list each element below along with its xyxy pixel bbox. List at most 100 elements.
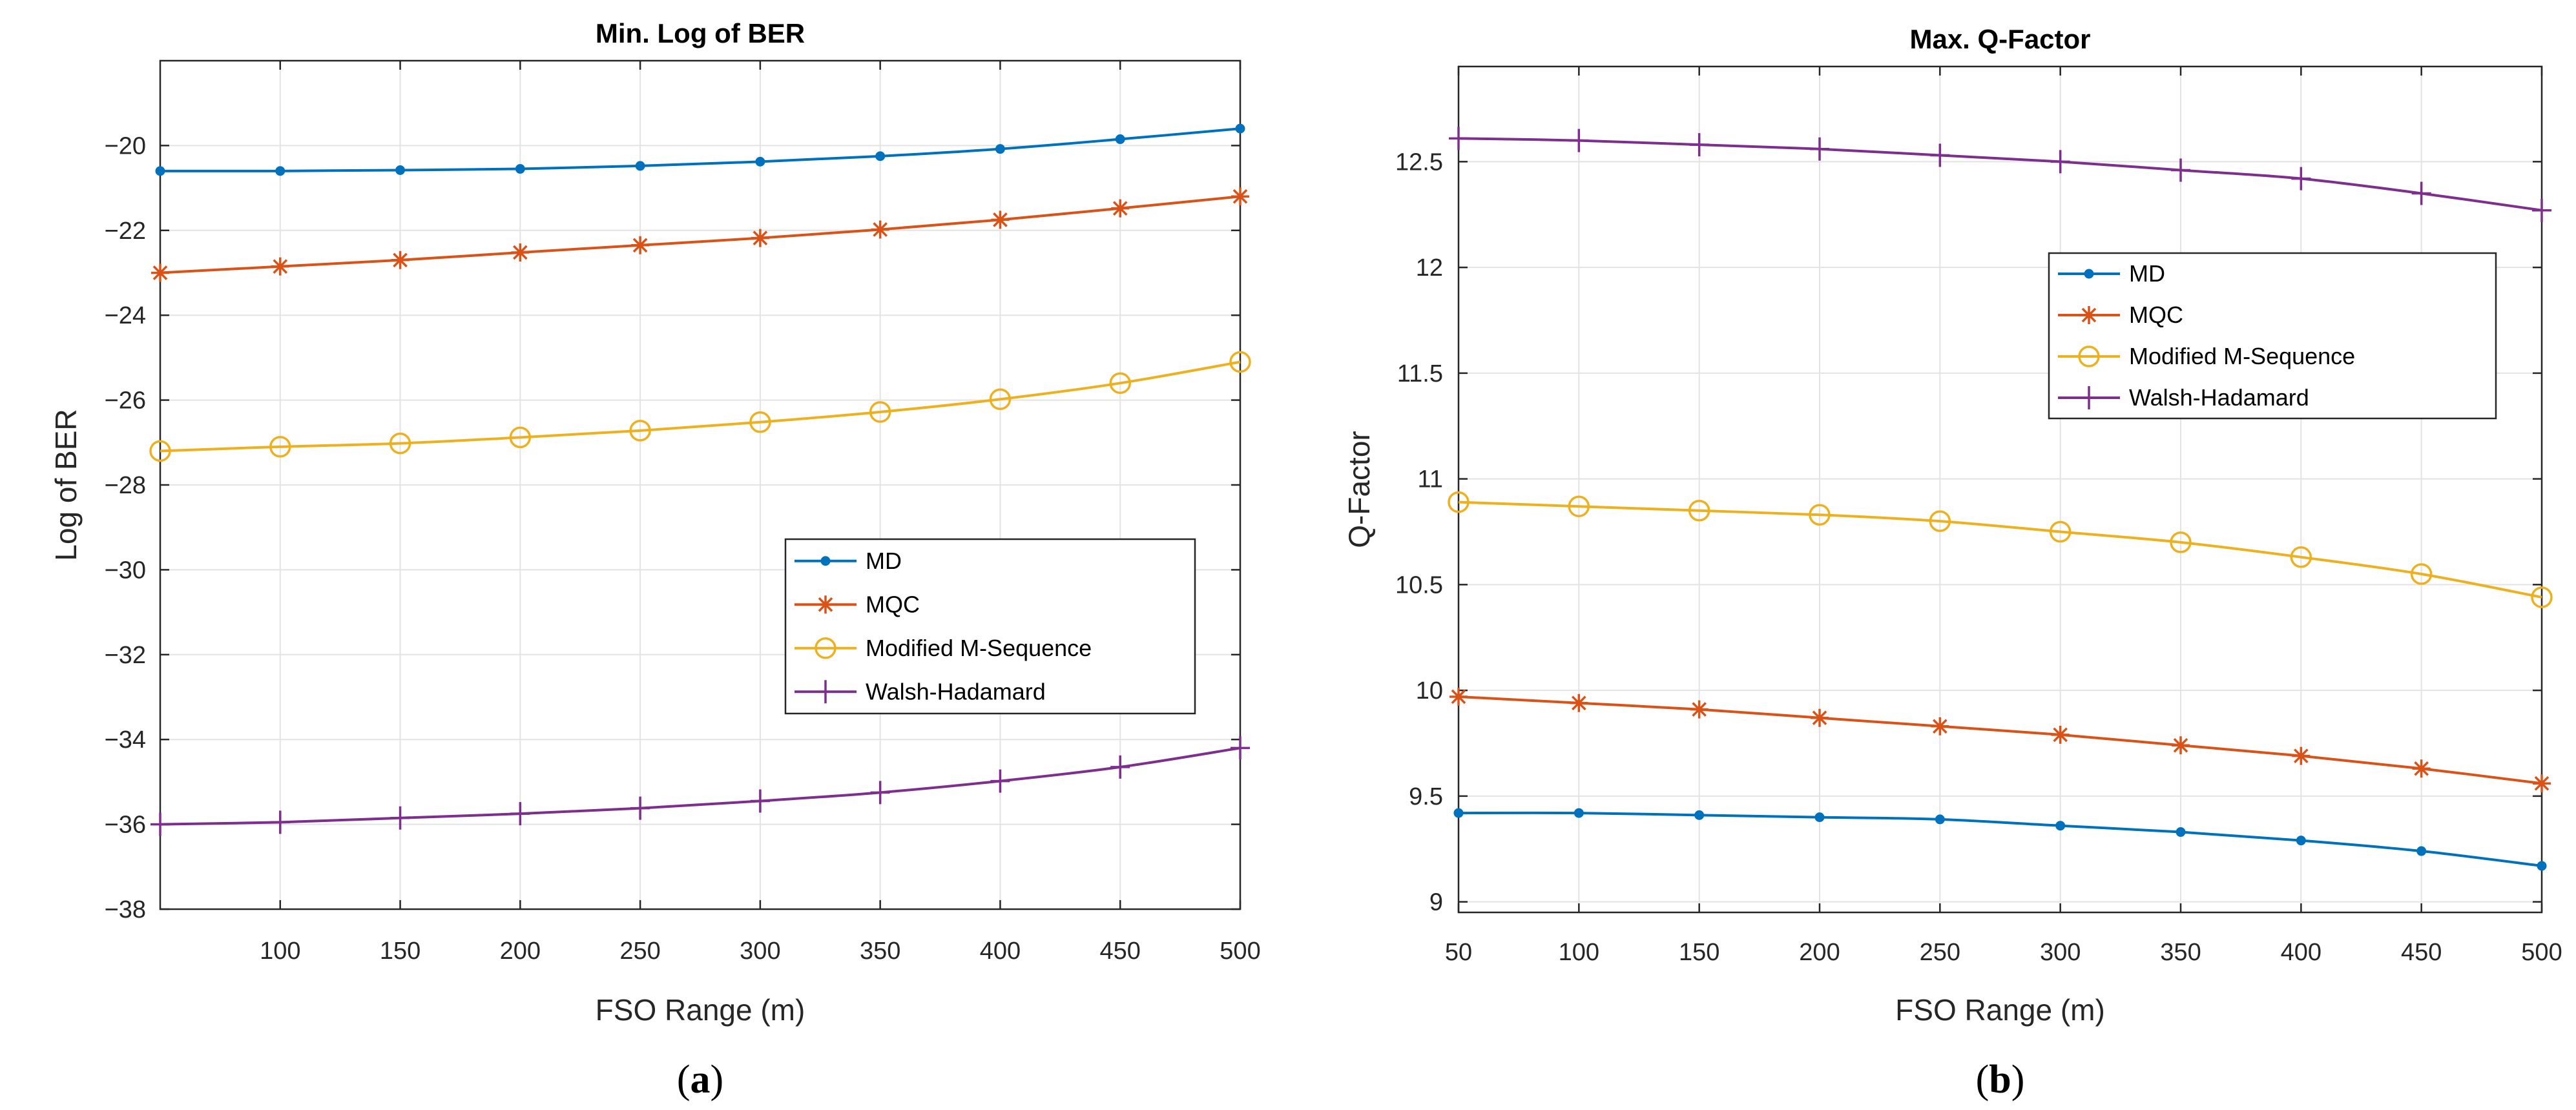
y-tick-label: 11.5 — [1397, 360, 1443, 387]
data-point — [1569, 128, 1589, 152]
data-point — [1814, 812, 1825, 823]
x-tick-label: 200 — [500, 938, 541, 965]
x-tick-label: 100 — [260, 938, 300, 965]
data-point — [629, 420, 651, 442]
data-point — [2049, 520, 2072, 543]
figure-caption: (a) — [677, 1058, 723, 1102]
series-line — [160, 746, 1241, 826]
y-tick-label: −22 — [105, 218, 146, 245]
series-walsh-hadamard — [1449, 127, 2551, 222]
y-tick-label: 9 — [1429, 889, 1443, 916]
data-point — [1449, 687, 1468, 706]
data-point — [395, 165, 406, 176]
x-tick-label: 250 — [1920, 939, 1960, 966]
x-tick-label: 350 — [860, 938, 900, 965]
data-point — [630, 796, 650, 820]
y-tick-label: 9.5 — [1409, 783, 1443, 810]
data-point — [1809, 504, 1831, 526]
data-point — [2290, 546, 2312, 568]
y-tick-label: −30 — [105, 557, 146, 584]
y-tick-label: −32 — [105, 642, 146, 669]
y-tick-label: −36 — [105, 812, 146, 839]
legend-label: MQC — [866, 591, 920, 617]
data-point — [1811, 708, 1829, 727]
legend-label: MQC — [2129, 302, 2183, 328]
data-point — [1109, 372, 1131, 395]
chart-b: 50 100 150 200 250 300 350 400 450 500 9 9.5 10 10.5 1… — [1342, 24, 2562, 1102]
data-point — [2532, 198, 2551, 222]
x-tick-label: 350 — [2160, 939, 2201, 966]
data-point — [2051, 725, 2070, 744]
data-point — [1935, 814, 1945, 825]
series-md — [1453, 808, 2547, 871]
x-tick-label: 500 — [2521, 939, 2562, 966]
legend-box — [784, 538, 1196, 715]
data-point — [1235, 123, 1245, 134]
y-tick-label: −26 — [105, 387, 146, 415]
data-point — [2050, 150, 2070, 174]
data-point — [2410, 563, 2433, 585]
y-tick-label: −28 — [105, 472, 146, 499]
legend-box — [2048, 252, 2497, 420]
data-point — [991, 211, 1010, 229]
figure-caption: (b) — [1976, 1058, 2025, 1102]
y-axis-label: Log of BER — [49, 409, 83, 560]
data-point — [989, 388, 1012, 411]
legend-label: MD — [866, 548, 902, 574]
series-mqc — [1449, 687, 2551, 793]
series-line — [1458, 811, 2542, 867]
series-line — [160, 195, 1241, 274]
data-point — [509, 426, 532, 449]
series-walsh-hadamard — [151, 736, 1250, 836]
data-point — [270, 810, 290, 834]
x-axis-label: FSO Range (m) — [1895, 993, 2105, 1027]
data-point — [2412, 759, 2431, 778]
data-point — [271, 257, 289, 276]
legend-marker — [820, 556, 831, 566]
data-point — [151, 263, 169, 282]
x-tick-label: 450 — [2401, 939, 2442, 966]
data-point — [2176, 827, 2186, 838]
series-line — [1458, 137, 2542, 212]
y-tick-label: 12.5 — [1395, 149, 1443, 176]
x-tick-label: 450 — [1100, 938, 1141, 965]
data-point — [275, 166, 286, 176]
legend-label: Walsh-Hadamard — [2129, 384, 2309, 411]
data-point — [1689, 133, 1709, 157]
data-point — [875, 151, 886, 161]
data-point — [1688, 500, 1710, 522]
legend-marker — [815, 637, 836, 659]
x-tick-label: 400 — [2281, 939, 2322, 966]
legend-marker — [2078, 345, 2100, 367]
series-modified-m-sequence — [149, 351, 1251, 462]
series-line — [1458, 695, 2542, 785]
legend: MD MQC Modified M-Sequence Walsh-Hadamard — [784, 538, 1196, 715]
data-point — [990, 769, 1010, 793]
y-tick-label: −20 — [105, 132, 146, 159]
series-modified-m-sequence — [1448, 491, 2553, 608]
data-point — [1448, 491, 1470, 513]
x-tick-label: 150 — [1679, 939, 1719, 966]
data-point — [1449, 127, 1468, 150]
data-point — [870, 781, 890, 805]
data-point — [149, 440, 171, 462]
data-point — [869, 401, 891, 423]
data-point — [510, 802, 530, 826]
data-point — [1930, 143, 1950, 167]
legend-marker — [2080, 306, 2098, 324]
data-point — [2291, 167, 2311, 190]
data-point — [1115, 134, 1125, 145]
data-point — [1231, 736, 1250, 760]
legend-marker — [2079, 386, 2099, 409]
data-point — [155, 166, 165, 176]
data-point — [2416, 846, 2427, 856]
data-point — [511, 243, 530, 262]
data-point — [1929, 510, 1951, 532]
data-point — [1110, 755, 1130, 779]
data-point — [631, 236, 650, 254]
series-mqc — [151, 187, 1249, 282]
data-point — [269, 436, 291, 458]
data-point — [2172, 736, 2190, 755]
data-point — [750, 789, 770, 813]
